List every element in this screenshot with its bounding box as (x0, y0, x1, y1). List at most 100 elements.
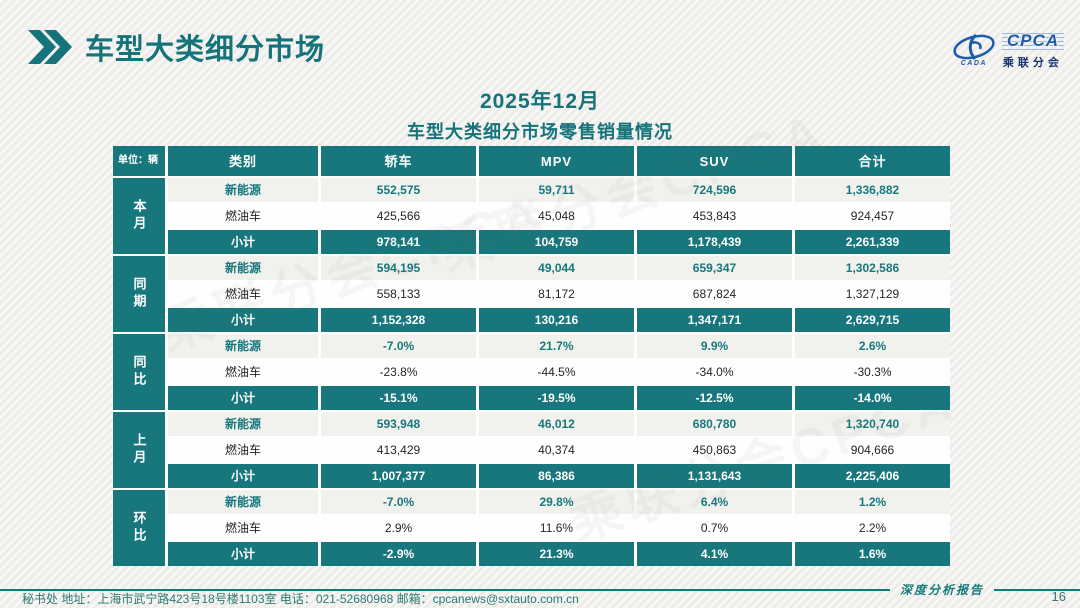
page-number: 16 (1051, 589, 1066, 604)
page-title: 车型大类细分市场 (85, 34, 326, 66)
table-cell: 130,216 (479, 308, 634, 332)
table-cell: 425,566 (321, 204, 476, 228)
row-label: 新能源 (168, 256, 318, 280)
col-header-mpv: MPV (479, 146, 634, 176)
row-label: 小计 (168, 542, 318, 566)
table-cell: 4.1% (637, 542, 792, 566)
table-cell: 904,666 (795, 438, 950, 462)
row-label: 小计 (168, 230, 318, 254)
row-label: 新能源 (168, 412, 318, 436)
table-cell: 659,347 (637, 256, 792, 280)
cada-emblem-label: CADA (960, 60, 987, 67)
double-chevron-icon (28, 30, 72, 64)
table-cell: 0.7% (637, 516, 792, 540)
col-header-sedan: 轿车 (321, 146, 476, 176)
table-cell: 29.8% (479, 490, 634, 514)
table-cell: 6.4% (637, 490, 792, 514)
table-cell: 9.9% (637, 334, 792, 358)
table-cell: 724,596 (637, 178, 792, 202)
table-cell: 1,347,171 (637, 308, 792, 332)
cpca-wordmark: CPCA 乘联分会 (1001, 30, 1064, 70)
footer-rule-left (0, 588, 890, 591)
table-title-desc: 车型大类细分市场零售销量情况 (407, 122, 673, 142)
row-label: 新能源 (168, 490, 318, 514)
table-cell: -7.0% (321, 334, 476, 358)
row-label: 燃油车 (168, 516, 318, 540)
row-label: 新能源 (168, 178, 318, 202)
table-cell: 593,948 (321, 412, 476, 436)
table-cell: 21.3% (479, 542, 634, 566)
table-cell: 1,178,439 (637, 230, 792, 254)
table-cell: 1,302,586 (795, 256, 950, 280)
table-cell: -12.5% (637, 386, 792, 410)
row-label: 燃油车 (168, 282, 318, 306)
page-header: 车型大类细分市场 (28, 26, 325, 68)
table-cell: 552,575 (321, 178, 476, 202)
table-cell: -44.5% (479, 360, 634, 384)
table-cell: -15.1% (321, 386, 476, 410)
table-cell: -19.5% (479, 386, 634, 410)
footer-rule-right (994, 588, 1080, 591)
table-cell: 2.9% (321, 516, 476, 540)
table-cell: 924,457 (795, 204, 950, 228)
row-label: 燃油车 (168, 204, 318, 228)
period-cell-same-period: 同期 (113, 256, 165, 332)
table-cell: 1,131,643 (637, 464, 792, 488)
sales-table: 单位：辆 类别 轿车 MPV SUV 合计 本月 新能源 552,575 59,… (113, 146, 950, 566)
period-cell-last-month: 上月 (113, 412, 165, 488)
table-cell: 104,759 (479, 230, 634, 254)
table-cell: -2.9% (321, 542, 476, 566)
table-cell: 2,261,339 (795, 230, 950, 254)
cpca-name-cn: 乘联分会 (1002, 57, 1063, 69)
table-cell: 11.6% (479, 516, 634, 540)
table-cell: 2.6% (795, 334, 950, 358)
table-cell: 978,141 (321, 230, 476, 254)
cpca-name-en: CPCA (1001, 30, 1064, 52)
table-cell: 1.6% (795, 542, 950, 566)
table-cell: 2.2% (795, 516, 950, 540)
table-cell: -30.3% (795, 360, 950, 384)
footer-rule: 深度分析报告 (0, 581, 1080, 598)
table-cell: 1,152,328 (321, 308, 476, 332)
table-title-month: 2025年12月 (479, 90, 601, 113)
table-title: 2025年12月 车型大类细分市场零售销量情况 (0, 85, 1080, 144)
table-cell: 1,320,740 (795, 412, 950, 436)
cada-emblem: CADA (951, 33, 997, 67)
table-cell: 594,195 (321, 256, 476, 280)
table-cell: 86,386 (479, 464, 634, 488)
table-cell: 1,007,377 (321, 464, 476, 488)
unit-label: 单位：辆 (113, 146, 165, 176)
period-cell-yoy: 同比 (113, 334, 165, 410)
col-header-category: 类别 (168, 146, 318, 176)
table-cell: -23.8% (321, 360, 476, 384)
table-cell: 413,429 (321, 438, 476, 462)
table-cell: 45,048 (479, 204, 634, 228)
table-cell: -7.0% (321, 490, 476, 514)
table-cell: 558,133 (321, 282, 476, 306)
row-label: 小计 (168, 308, 318, 332)
table-cell: -34.0% (637, 360, 792, 384)
row-label: 燃油车 (168, 360, 318, 384)
table-cell: 680,780 (637, 412, 792, 436)
period-cell-mom: 环比 (113, 490, 165, 566)
cada-emblem-icon (953, 33, 995, 60)
table-cell: 1,327,129 (795, 282, 950, 306)
cpca-logo: CADA CPCA 乘联分会 (951, 30, 1064, 70)
table-cell: 1.2% (795, 490, 950, 514)
table-cell: 453,843 (637, 204, 792, 228)
report-tag: 深度分析报告 (899, 583, 984, 597)
row-label: 小计 (168, 464, 318, 488)
table-cell: 46,012 (479, 412, 634, 436)
row-label: 燃油车 (168, 438, 318, 462)
table-cell: 2,225,406 (795, 464, 950, 488)
col-header-suv: SUV (637, 146, 792, 176)
table-cell: 687,824 (637, 282, 792, 306)
table-cell: 2,629,715 (795, 308, 950, 332)
table-cell: 40,374 (479, 438, 634, 462)
period-cell-current-month: 本月 (113, 178, 165, 254)
table-cell: 81,172 (479, 282, 634, 306)
table-cell: 450,863 (637, 438, 792, 462)
footer-contact-info: 秘书处 地址：上海市武宁路423号18号楼1103室 电话：021-526809… (22, 592, 579, 606)
col-header-total: 合计 (795, 146, 950, 176)
